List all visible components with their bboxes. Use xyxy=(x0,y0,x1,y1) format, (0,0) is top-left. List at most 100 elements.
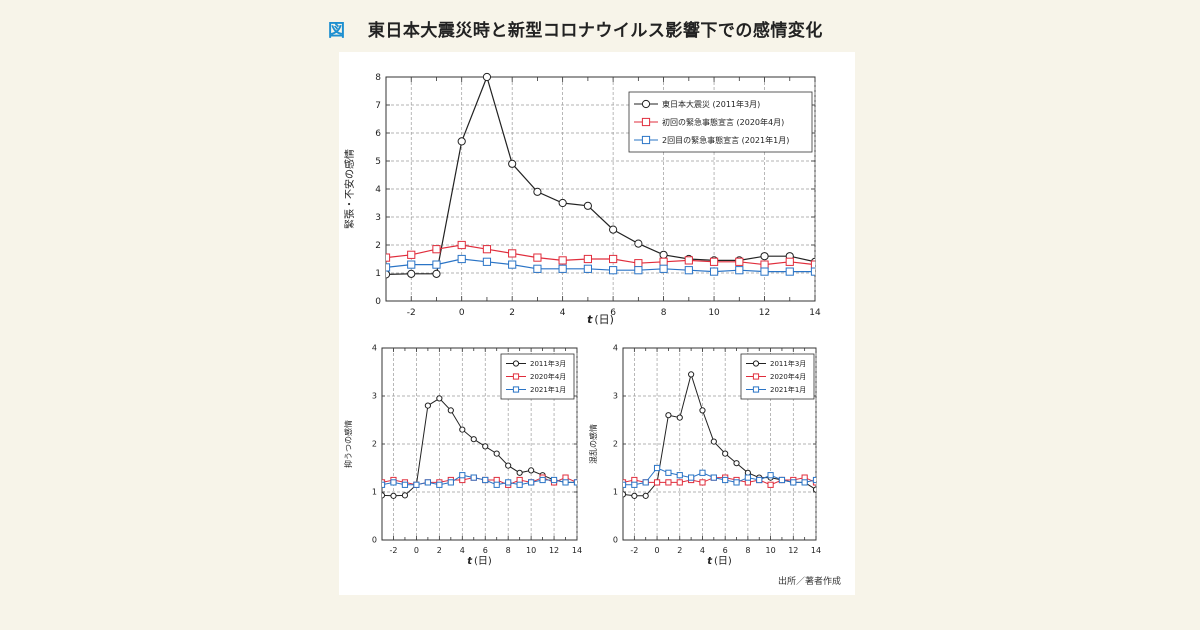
depression-data-point-2 xyxy=(459,472,466,479)
confusion-data-point-1 xyxy=(699,479,706,486)
confusion-data-point-2 xyxy=(642,479,649,486)
confusion-x-tick-label: 8 xyxy=(745,546,750,555)
main-y-tick-label: 3 xyxy=(375,213,381,223)
main-data-point-0 xyxy=(482,72,492,82)
confusion-data-point-0 xyxy=(631,492,638,499)
main-data-point-1 xyxy=(407,250,416,259)
confusion-x-tick-label: 2 xyxy=(677,546,682,555)
confusion-y-tick-label: 1 xyxy=(613,488,618,497)
main-x-tick-label: 8 xyxy=(661,308,667,318)
main-data-point-2 xyxy=(684,266,693,275)
main-data-point-2 xyxy=(386,263,391,272)
confusion-y-tick-label: 3 xyxy=(613,392,618,401)
depression-x-tick-label: 10 xyxy=(526,546,536,555)
depression-x-tick-label: -2 xyxy=(389,546,397,555)
main-data-point-2 xyxy=(709,267,719,276)
depression-x-axis-label: t (日) xyxy=(467,556,492,567)
confusion-series-2 xyxy=(623,464,816,488)
main-x-axis-label: t (日) xyxy=(587,313,614,326)
confusion-data-point-1 xyxy=(676,479,683,486)
depression-x-tick-label: 0 xyxy=(414,546,419,555)
confusion-data-point-1 xyxy=(653,479,661,486)
depression-data-point-2 xyxy=(573,479,577,486)
main-x-tick-label: 0 xyxy=(459,308,465,318)
depression-data-point-0 xyxy=(493,450,500,457)
main-data-point-1 xyxy=(386,253,391,262)
main-data-point-0 xyxy=(533,187,542,196)
depression-x-tick-label: 8 xyxy=(506,546,511,555)
depression-x-tick-label: 6 xyxy=(483,546,488,555)
main-x-tick-label: 12 xyxy=(759,308,770,318)
figure-label: 図 xyxy=(328,21,346,41)
main-legend-label-2: 2回目の緊急事態宣言 (2021年1月) xyxy=(662,135,789,145)
main-series-2 xyxy=(386,254,815,276)
confusion-data-point-2 xyxy=(699,469,706,476)
depression-data-point-2 xyxy=(505,479,512,486)
depression-x-tick-label: 14 xyxy=(572,546,582,555)
main-data-point-2 xyxy=(659,264,668,273)
confusion-x-axis-unit: (日) xyxy=(714,556,732,567)
main-legend-marker-0 xyxy=(641,99,651,109)
main-data-point-1 xyxy=(432,245,441,254)
main-x-axis-symbol: t xyxy=(587,313,593,326)
main-data-point-2 xyxy=(457,254,466,264)
main-series-line-0 xyxy=(386,75,815,275)
depression-data-point-0 xyxy=(382,492,386,499)
main-data-point-2 xyxy=(407,260,416,269)
depression-y-tick-label: 1 xyxy=(372,488,377,497)
depression-series-2 xyxy=(382,472,577,488)
confusion-data-point-2 xyxy=(623,481,627,488)
confusion-data-point-2 xyxy=(756,476,763,484)
main-legend-marker-1 xyxy=(641,117,651,127)
main-data-point-1 xyxy=(533,253,542,262)
main-data-point-1 xyxy=(558,256,567,265)
main-x-tick-label: 6 xyxy=(610,308,616,318)
confusion-data-point-2 xyxy=(767,472,774,479)
main-data-point-2 xyxy=(760,267,769,276)
main-data-point-0 xyxy=(457,137,466,146)
main-series-1 xyxy=(386,240,815,269)
main-data-point-1 xyxy=(482,245,492,254)
confusion-data-point-1 xyxy=(767,481,774,488)
main-legend-marker-2 xyxy=(641,135,651,145)
main-data-point-2 xyxy=(482,257,492,266)
confusion-data-point-2 xyxy=(744,474,751,481)
depression-data-point-2 xyxy=(482,476,489,484)
confusion-x-tick-label: 4 xyxy=(700,546,705,555)
depression-y-tick-label: 4 xyxy=(372,344,377,353)
confusion-x-tick-label: 6 xyxy=(723,546,728,555)
main-data-point-1 xyxy=(457,240,466,250)
main-data-point-1 xyxy=(583,254,592,264)
depression-data-point-2 xyxy=(539,476,546,484)
figure-heading: 図 東日本大震災時と新型コロナウイルス影響下での感情変化 xyxy=(328,16,823,41)
depression-data-point-0 xyxy=(424,402,431,409)
confusion-data-point-0 xyxy=(665,412,672,419)
depression-data-point-0 xyxy=(482,443,489,450)
main-x-tick-label: 2 xyxy=(509,308,515,318)
confusion-legend-marker-1 xyxy=(752,373,760,380)
figure-panel: -2 0 2 4 6 8 10 12 14 0 1 2 3 4 5 6 7 8 t (日) 緊張・不安の感情 東日本大震災… xyxy=(339,52,855,595)
main-series-line-2 xyxy=(386,258,815,273)
confusion-x-axis-symbol: t xyxy=(707,556,713,567)
depression-legend-label-2: 2021年1月 xyxy=(530,385,566,394)
depression-data-point-0 xyxy=(436,395,443,402)
depression-data-point-2 xyxy=(516,481,523,488)
confusion-legend-label-2: 2021年1月 xyxy=(770,385,806,394)
confusion-legend-marker-0 xyxy=(752,360,760,367)
main-data-point-0 xyxy=(583,201,592,210)
confusion-data-point-0 xyxy=(688,371,695,378)
depression-legend-label-1: 2020年4月 xyxy=(530,372,566,381)
main-data-point-0 xyxy=(558,198,567,208)
depression-data-point-2 xyxy=(562,479,569,486)
confusion-data-point-2 xyxy=(790,479,797,486)
main-data-point-1 xyxy=(634,259,643,268)
depression-data-point-2 xyxy=(528,479,535,486)
main-series-0 xyxy=(386,72,815,279)
main-data-point-1 xyxy=(659,257,668,266)
depression-legend-marker-0 xyxy=(512,360,520,367)
depression-y-axis-label: 抑うつの感情 xyxy=(343,420,353,468)
confusion-y-tick-label: 2 xyxy=(613,440,618,449)
